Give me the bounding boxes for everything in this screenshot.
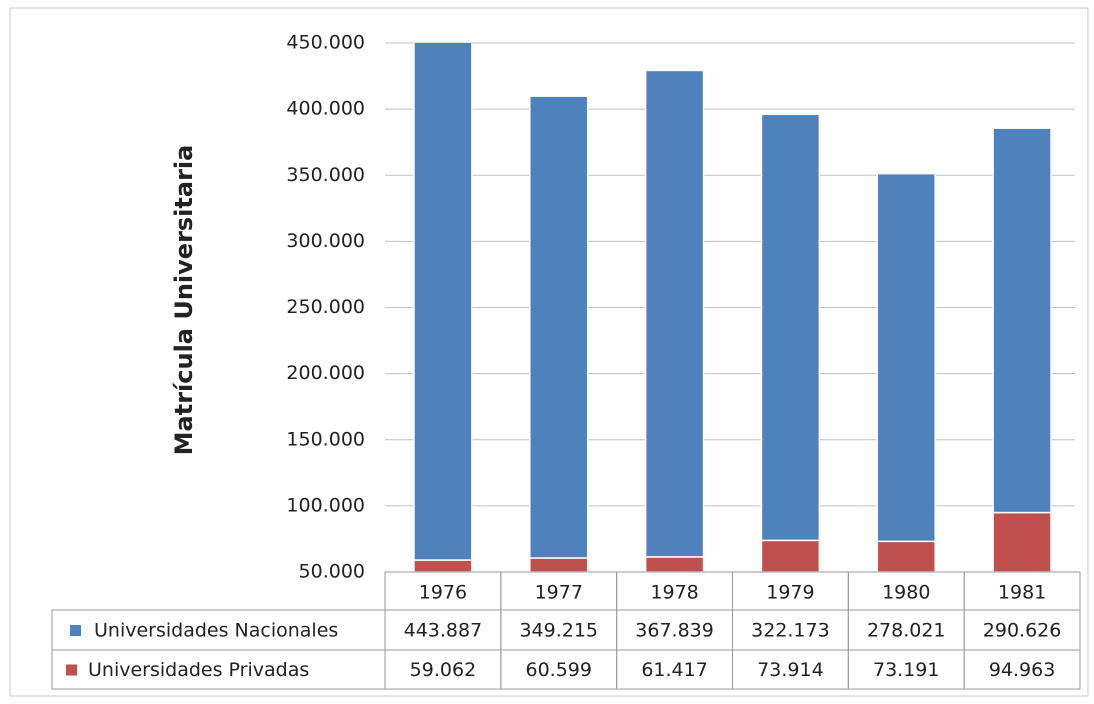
table-value: 322.173 [751,620,830,642]
x-tick-label: 1979 [766,582,814,604]
bar-segment [529,95,589,559]
table-value: 290.626 [983,620,1062,642]
x-tick-label: 1980 [882,582,930,604]
table-value: 60.599 [526,659,592,681]
bar-segment [529,557,589,572]
table-cell [963,649,1081,690]
bar-segment [876,172,936,543]
y-tick-label: 100.000 [286,494,365,516]
x-tick-label: 1981 [998,582,1046,604]
bar-segment [876,540,936,572]
table-value: 73.914 [757,659,823,681]
legend-swatch [66,664,77,676]
table-value: 278.021 [867,620,946,642]
table-value: 94.963 [989,659,1055,681]
legend-label: Universidades Privadas [88,659,309,681]
y-tick-label: 300.000 [286,230,365,252]
table-value: 61.417 [641,659,707,681]
bar-segment [413,43,473,561]
x-tick-label: 1977 [535,582,583,604]
y-tick-label: 50.000 [299,561,365,583]
y-tick-label: 150.000 [286,428,365,450]
y-tick-label: 400.000 [286,98,365,120]
table-value: 367.839 [635,620,714,642]
y-tick-label: 450.000 [286,32,365,54]
table-value: 73.191 [873,659,939,681]
table-value: 59.062 [410,659,476,681]
bar-segment [992,511,1052,572]
bar-segment [760,113,821,542]
table-value: 443.887 [404,620,483,642]
chart-frame [9,7,1089,697]
x-tick-label: 1978 [650,582,698,604]
bar-segment [992,127,1052,514]
x-tick-label: 1976 [419,582,467,604]
bar-segment [644,69,705,558]
y-axis-title: Matrícula Universitaria [170,145,198,456]
table-value: 349.215 [519,620,598,642]
y-tick-label: 200.000 [286,362,365,384]
legend-swatch [70,625,81,636]
bar-segment [644,556,705,572]
bar-segment [760,539,821,572]
legend-label: Universidades Nacionales [94,620,338,642]
bar-segment [413,559,473,572]
y-tick-label: 350.000 [286,164,365,186]
y-tick-label: 250.000 [286,296,365,318]
